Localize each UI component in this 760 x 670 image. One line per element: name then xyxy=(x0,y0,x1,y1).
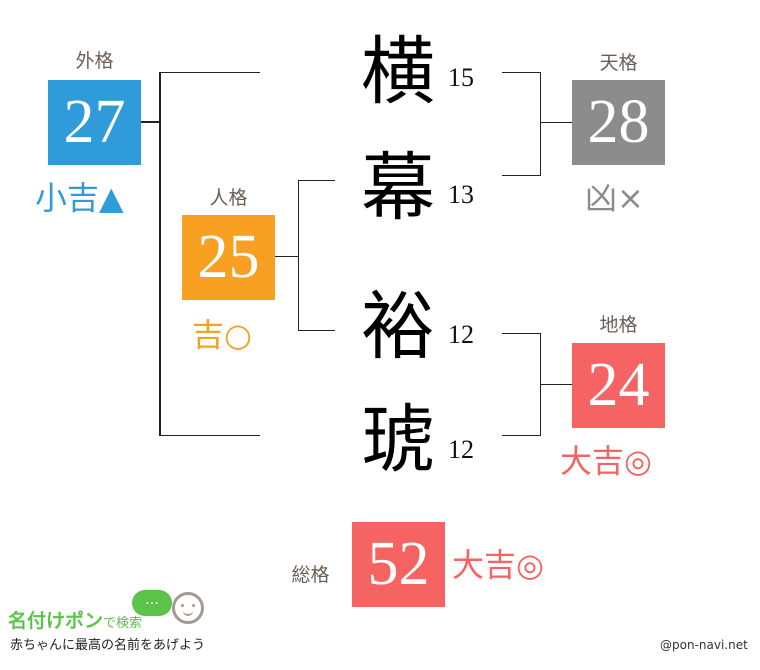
logo-title: 名付けポン xyxy=(8,610,104,632)
stroke-count: 12 xyxy=(448,320,474,349)
jinkaku-value: 25 xyxy=(182,215,275,300)
connector-line xyxy=(502,72,540,73)
gaikaku-fortune: 小吉▲ xyxy=(35,179,124,217)
speech-bubble-icon: … xyxy=(132,590,172,616)
jinkaku-label: 人格 xyxy=(209,187,248,209)
connector-line xyxy=(298,330,335,331)
connector-line xyxy=(159,72,260,73)
connector-line xyxy=(540,122,572,123)
connector-line xyxy=(502,435,540,436)
gaikaku-value: 27 xyxy=(48,80,141,165)
stroke-count: 15 xyxy=(448,63,474,92)
chikaku-fortune: 大吉◎ xyxy=(560,442,652,480)
soukaku-value: 52 xyxy=(352,522,445,607)
connector-line xyxy=(275,256,298,257)
stroke-count: 12 xyxy=(448,435,474,464)
tenkaku-label: 天格 xyxy=(599,52,638,74)
name-char: 琥 xyxy=(361,397,435,483)
tenkaku-value: 28 xyxy=(572,80,665,165)
connector-line xyxy=(502,333,540,334)
logo[interactable]: 名付けポンで検索 xyxy=(8,606,142,633)
gaikaku-label: 外格 xyxy=(75,50,114,72)
soukaku-label: 総格 xyxy=(291,564,330,586)
connector-line xyxy=(298,180,335,181)
connector-line xyxy=(141,121,160,123)
soukaku-fortune: 大吉◎ xyxy=(452,546,544,584)
tenkaku-fortune: 凶× xyxy=(585,179,644,217)
connector-line xyxy=(159,72,161,436)
connector-line xyxy=(540,72,541,176)
chikaku-label: 地格 xyxy=(599,314,638,336)
chikaku-value: 24 xyxy=(572,343,665,428)
credit: @pon-navi.net xyxy=(660,638,748,652)
stroke-count: 13 xyxy=(448,180,474,209)
connector-line xyxy=(298,180,299,331)
baby-face-icon xyxy=(172,592,204,624)
logo-tagline: 赤ちゃんに最高の名前をあげよう xyxy=(10,638,206,653)
logo-title-suffix: で検索 xyxy=(103,616,143,631)
connector-line xyxy=(159,435,260,436)
jinkaku-fortune: 吉○ xyxy=(192,316,252,354)
name-char: 裕 xyxy=(361,284,435,370)
name-char: 横 xyxy=(361,29,435,115)
connector-line xyxy=(502,175,540,176)
connector-line xyxy=(540,384,572,385)
name-char: 幕 xyxy=(361,145,435,231)
